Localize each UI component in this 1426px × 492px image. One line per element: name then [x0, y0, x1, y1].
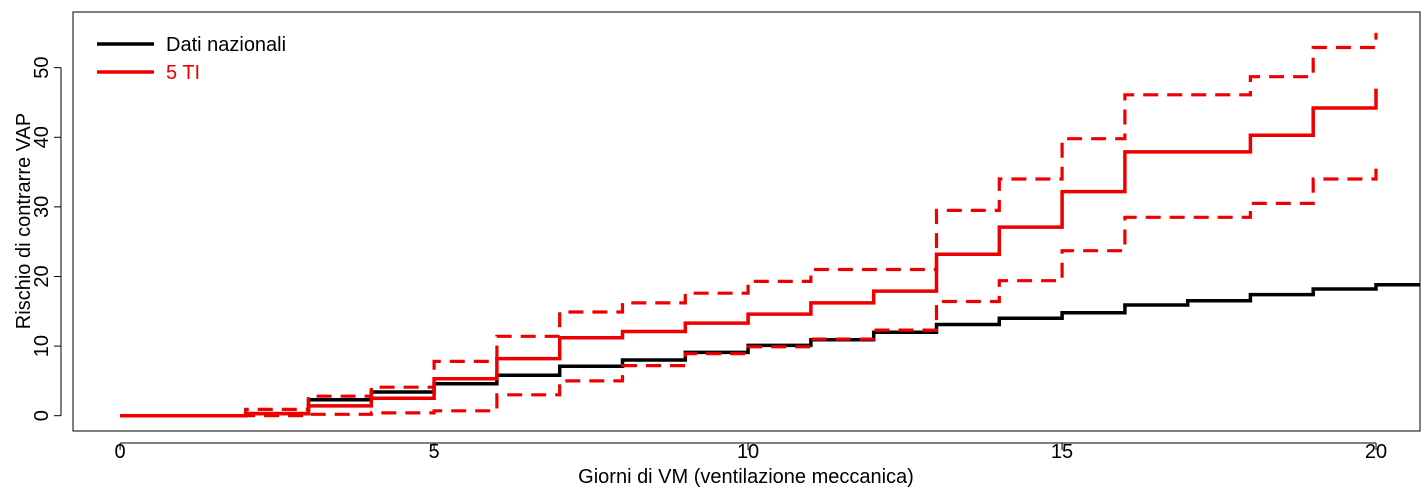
axes-layer: 0 5 10 15 20 0 10 20 30 40 50: [31, 57, 1387, 463]
x-tick-label: 15: [1051, 441, 1073, 463]
y-tick-label: 10: [31, 335, 53, 357]
series-line-dati-nazionali: [120, 283, 1420, 418]
x-tick-label: 5: [429, 441, 440, 463]
series-layer: [120, 32, 1420, 418]
y-tick-label: 40: [31, 126, 53, 148]
legend-label-dati-nazionali: Dati nazionali: [166, 34, 286, 56]
y-tick-label: 0: [31, 410, 53, 421]
y-tick-label: 30: [31, 196, 53, 218]
x-tick-label: 20: [1365, 441, 1387, 463]
y-tick-label: 50: [31, 57, 53, 79]
x-tick-label: 10: [737, 441, 759, 463]
series-line-5-ti-bound-2: [120, 32, 1378, 418]
x-tick-label: 0: [115, 441, 126, 463]
legend: Dati nazionali 5 TI: [97, 34, 286, 84]
series-line-5-ti: [120, 88, 1378, 418]
y-axis-title: Rischio di contrarre VAP: [13, 113, 35, 329]
plot-frame: [72, 11, 1421, 432]
legend-label-5-ti: 5 TI: [166, 62, 200, 84]
y-tick-label: 20: [31, 265, 53, 287]
x-axis-title: Giorni di VM (ventilazione meccanica): [578, 466, 914, 488]
series-line-5-ti-bound-3: [120, 161, 1378, 418]
